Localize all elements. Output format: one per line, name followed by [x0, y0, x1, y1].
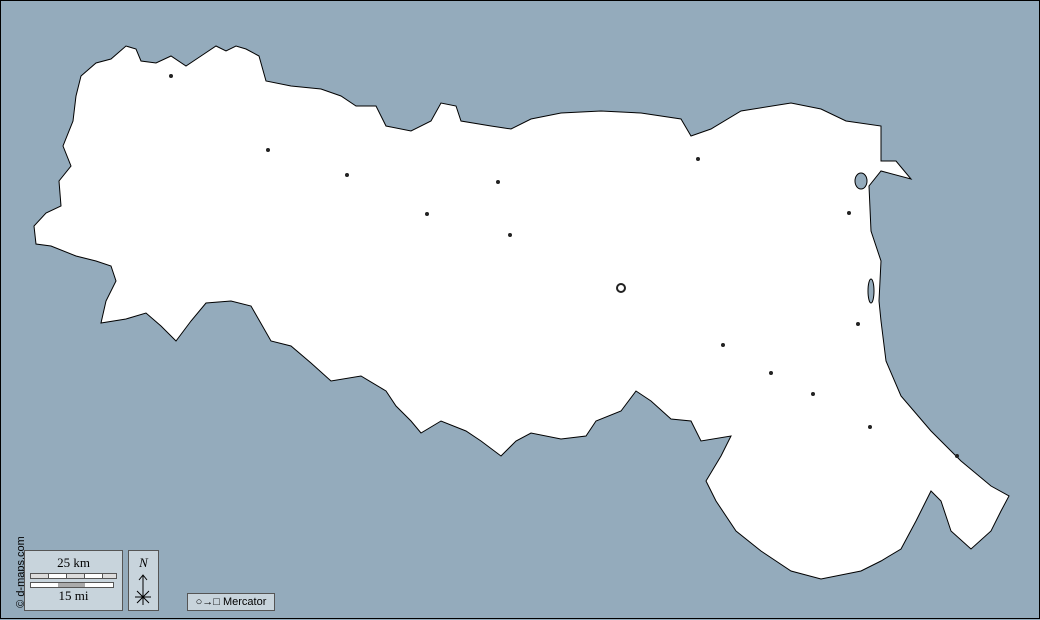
lagoon: [867, 278, 875, 304]
city-marker: [508, 233, 512, 237]
city-marker: [868, 425, 872, 429]
city-marker: [811, 392, 815, 396]
compass-icon: [135, 574, 151, 605]
city-marker: [847, 211, 851, 215]
city-marker: [769, 371, 773, 375]
city-marker: [721, 343, 725, 347]
region-outline: [33, 45, 1010, 580]
scale-mi-label: 15 mi: [58, 588, 89, 603]
north-arrow: N: [128, 550, 159, 611]
city-marker: [496, 180, 500, 184]
lagoon: [854, 172, 868, 190]
city-marker: [696, 157, 700, 161]
city-marker: [955, 454, 959, 458]
capital-marker: [616, 283, 626, 293]
city-marker: [266, 148, 270, 152]
scale-mi-bar: [30, 582, 114, 588]
scale-km-label: 25 km: [57, 555, 90, 570]
scale-bar: 25 km 15 mi: [24, 550, 123, 611]
projection-label: ○→□ Mercator: [187, 593, 275, 611]
city-marker: [425, 212, 429, 216]
north-label: N: [139, 555, 148, 570]
city-marker: [856, 322, 860, 326]
city-marker: [169, 74, 173, 78]
scale-km-bar: [30, 573, 117, 579]
city-marker: [345, 173, 349, 177]
